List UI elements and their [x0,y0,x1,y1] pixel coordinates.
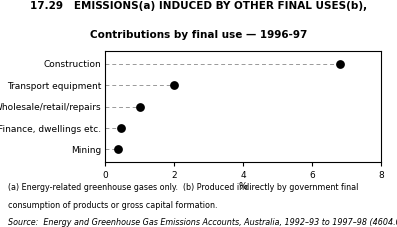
Point [337,62,343,66]
X-axis label: %: % [239,182,247,191]
Text: consumption of products or gross capital formation.: consumption of products or gross capital… [8,201,218,210]
Text: (a) Energy-related greenhouse gases only.  (b) Produced indirectly by government: (a) Energy-related greenhouse gases only… [8,183,358,192]
Text: 17.29   EMISSIONS(a) INDUCED BY OTHER FINAL USES(b),: 17.29 EMISSIONS(a) INDUCED BY OTHER FINA… [30,1,367,11]
Point [171,84,177,87]
Text: Source:  Energy and Greenhouse Gas Emissions Accounts, Australia, 1992–93 to 199: Source: Energy and Greenhouse Gas Emissi… [8,218,397,227]
Point [115,148,121,151]
Point [118,126,124,130]
Text: Contributions by final use — 1996-97: Contributions by final use — 1996-97 [90,30,307,39]
Point [137,105,143,109]
